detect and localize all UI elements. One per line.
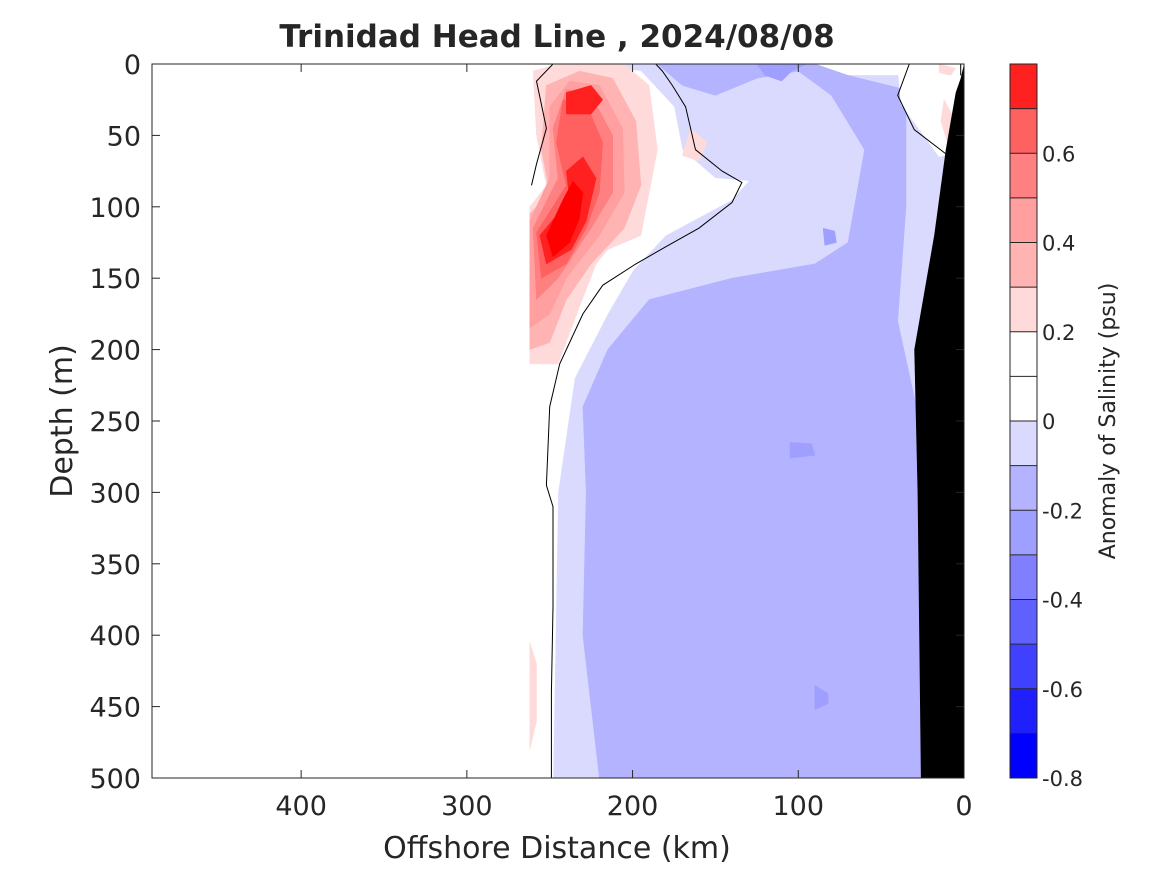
contour-region-5 bbox=[814, 684, 829, 710]
colorbar-tick-label: -0.4 bbox=[1042, 589, 1083, 613]
y-tick-label: 300 bbox=[89, 478, 141, 509]
plot-area bbox=[151, 63, 965, 779]
colorbar-ticks: -0.8 -0.6 -0.4 -0.2 0 0.2 0.4 0.6 bbox=[1042, 142, 1083, 791]
contour-region-19 bbox=[566, 85, 604, 115]
x-axis-label: Offshore Distance (km) bbox=[383, 831, 731, 866]
colorbar-swatch-13 bbox=[1010, 153, 1037, 199]
colorbar-swatch-3 bbox=[1010, 599, 1037, 645]
contour-region-2 bbox=[756, 64, 807, 82]
x-tick-label: 100 bbox=[773, 791, 825, 822]
x-tick-label: 0 bbox=[955, 791, 972, 822]
chart-title: Trinidad Head Line , 2024/08/08 bbox=[279, 19, 834, 55]
colorbar-swatch-8 bbox=[1010, 376, 1037, 422]
colorbar-swatch-1 bbox=[1010, 688, 1037, 734]
y-tick-label: 150 bbox=[89, 264, 141, 295]
colorbar-tick-label: 0.6 bbox=[1042, 142, 1075, 166]
colorbar-swatch-11 bbox=[1010, 242, 1037, 288]
y-tick-label: 250 bbox=[89, 407, 141, 438]
colorbar-tick-label: 0.4 bbox=[1042, 232, 1075, 256]
y-axis-label: Depth (m) bbox=[45, 344, 80, 498]
x-axis: 400 300 200 100 0 bbox=[275, 64, 973, 822]
x-tick-label: 200 bbox=[607, 791, 659, 822]
contour-region-11 bbox=[529, 642, 537, 750]
colorbar-swatch-14 bbox=[1010, 108, 1037, 154]
colorbar-swatch-10 bbox=[1010, 287, 1037, 333]
bottom-topography bbox=[914, 64, 964, 778]
y-tick-label: 350 bbox=[89, 550, 141, 581]
contour-region-20 bbox=[546, 180, 584, 258]
colorbar: -0.8 -0.6 -0.4 -0.2 0 0.2 0.4 0.6 Anomaly of Sa… bbox=[1009, 63, 1121, 791]
colorbar-label: Anomaly of Salinity (psu) bbox=[1096, 283, 1121, 560]
y-tick-label: 400 bbox=[89, 621, 141, 652]
seafloor-shape bbox=[914, 64, 964, 778]
colorbar-tick-label: 0 bbox=[1042, 410, 1055, 434]
colorbar-swatch-9 bbox=[1010, 331, 1037, 377]
y-tick-label: 450 bbox=[89, 693, 141, 724]
x-tick-label: 400 bbox=[275, 791, 327, 822]
colorbar-swatch-0 bbox=[1010, 733, 1037, 779]
colorbar-swatch-4 bbox=[1010, 554, 1037, 600]
colorbar-swatch-5 bbox=[1010, 510, 1037, 556]
colorbar-tick-label: -0.8 bbox=[1042, 767, 1083, 791]
contour-region-3 bbox=[822, 227, 837, 246]
colorbar-swatch-12 bbox=[1010, 197, 1037, 243]
colorbar-swatches bbox=[1010, 64, 1037, 779]
zero-contour-1 bbox=[531, 64, 554, 186]
y-tick-label: 0 bbox=[124, 50, 141, 81]
colorbar-swatch-15 bbox=[1010, 64, 1037, 110]
y-tick-label: 500 bbox=[89, 764, 141, 795]
contour-region-12 bbox=[938, 64, 957, 76]
y-tick-label: 200 bbox=[89, 336, 141, 367]
colorbar-tick-label: -0.2 bbox=[1042, 499, 1083, 523]
colorbar-tick-label: 0.2 bbox=[1042, 321, 1075, 345]
filled-contours bbox=[529, 64, 964, 778]
colorbar-swatch-2 bbox=[1010, 644, 1037, 690]
y-tick-label: 100 bbox=[89, 193, 141, 224]
colorbar-tick-label: -0.6 bbox=[1042, 678, 1083, 702]
zero-contour-0 bbox=[545, 64, 743, 778]
colorbar-frame bbox=[1009, 63, 1038, 779]
contour-region-4 bbox=[789, 442, 816, 459]
y-axis: 0 50 100 150 200 250 300 350 400 450 500 bbox=[89, 50, 964, 795]
x-tick-label: 300 bbox=[441, 791, 493, 822]
colorbar-swatch-7 bbox=[1010, 421, 1037, 467]
colorbar-swatch-6 bbox=[1010, 465, 1037, 511]
y-tick-label: 50 bbox=[107, 121, 141, 152]
